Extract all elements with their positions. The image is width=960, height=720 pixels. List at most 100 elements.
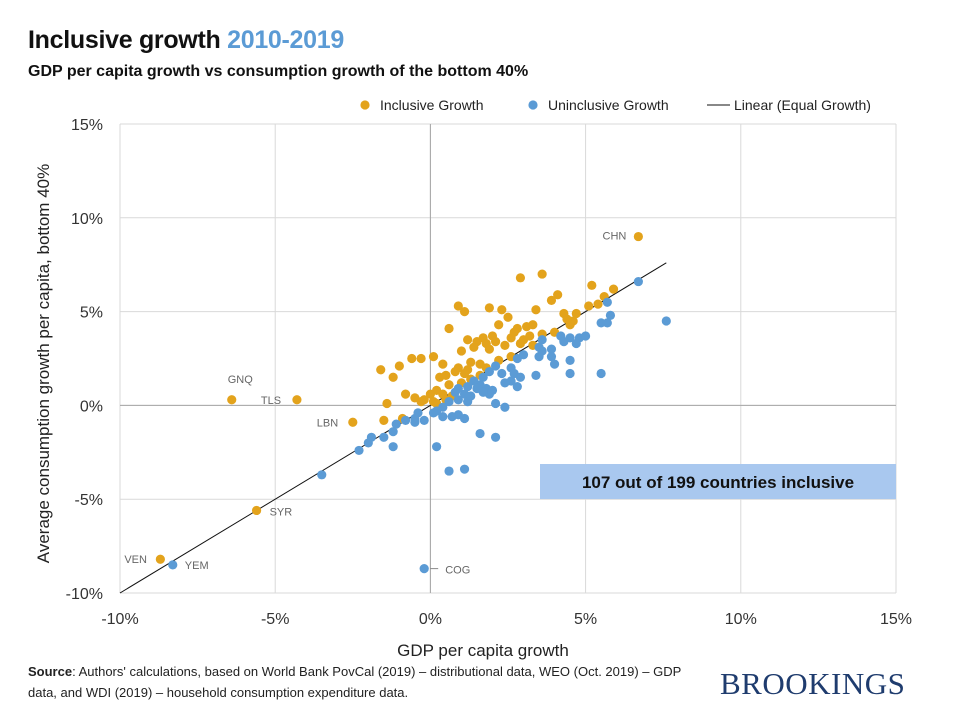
source-label: Source	[28, 664, 73, 679]
uninclusive-point	[444, 397, 454, 407]
inclusive-point	[376, 365, 386, 375]
brookings-logo: BROOKINGS	[720, 666, 906, 701]
uninclusive-point	[363, 438, 373, 448]
uninclusive-point	[546, 352, 557, 362]
inclusive-point	[463, 365, 473, 375]
uninclusive-point	[463, 382, 473, 392]
uninclusive-point	[596, 368, 606, 379]
country-label-lbn: LBN	[317, 417, 338, 429]
country-label-syr: SYR	[270, 506, 293, 518]
inclusive-point	[503, 312, 513, 322]
legend-inclusive-label: Inclusive Growth	[380, 97, 483, 113]
inclusive-point	[428, 352, 439, 362]
uninclusive-point	[559, 337, 569, 347]
source-note: Source: Authors' calculations, based on …	[28, 661, 708, 703]
inclusive-point	[227, 395, 237, 405]
uninclusive-point	[581, 331, 591, 341]
uninclusive-point	[469, 376, 479, 386]
uninclusive-point	[400, 415, 411, 426]
inclusive-point	[155, 554, 165, 564]
inclusive-point	[400, 389, 411, 399]
callout-box	[540, 464, 896, 499]
uninclusive-point	[500, 378, 510, 388]
inclusive-point	[453, 301, 463, 311]
x-tick-label: -10%	[101, 611, 138, 628]
uninclusive-point	[459, 464, 470, 474]
country-label-gnq: GNQ	[228, 374, 254, 386]
inclusive-point	[500, 340, 510, 350]
legend-uninclusive-marker	[528, 100, 538, 110]
source-text: : Authors' calculations, based on World …	[28, 664, 682, 700]
inclusive-point	[584, 301, 594, 311]
uninclusive-point	[571, 338, 581, 349]
y-tick-label: 0%	[80, 398, 103, 415]
uninclusive-point	[512, 382, 522, 392]
uninclusive-point	[537, 346, 547, 356]
inclusive-point	[565, 320, 575, 330]
uninclusive-point	[450, 387, 460, 397]
legend-line-label: Linear (Equal Growth)	[734, 97, 871, 113]
y-tick-label: 5%	[80, 305, 103, 322]
x-tick-label: -5%	[261, 611, 289, 628]
inclusive-point	[528, 320, 538, 330]
inclusive-point	[587, 280, 597, 290]
inclusive-point	[469, 342, 479, 352]
inclusive-point	[459, 307, 470, 317]
uninclusive-point	[453, 395, 463, 405]
x-tick-label: 5%	[574, 611, 597, 628]
uninclusive-point	[410, 417, 420, 427]
uninclusive-point	[447, 412, 457, 422]
country-label-cog: COG	[445, 565, 470, 577]
uninclusive-point	[466, 391, 476, 401]
inclusive-point	[444, 380, 454, 390]
chart-title-main: Inclusive growth	[28, 26, 228, 54]
inclusive-point	[292, 395, 302, 405]
uninclusive-point	[633, 276, 643, 287]
inclusive-point	[531, 305, 541, 315]
inclusive-point	[348, 417, 358, 427]
chart-title: Inclusive growth 2010-2019	[28, 26, 344, 55]
chart-subtitle: GDP per capita growth vs consumption gro…	[28, 63, 529, 80]
inclusive-point	[456, 346, 467, 356]
legend-inclusive-marker	[360, 100, 370, 110]
country-label-chn: CHN	[603, 231, 627, 243]
inclusive-point	[553, 290, 563, 300]
y-tick-label: -10%	[66, 586, 103, 603]
uninclusive-point	[500, 402, 510, 412]
uninclusive-point	[432, 442, 442, 452]
uninclusive-point	[419, 564, 429, 574]
inclusive-point	[382, 398, 392, 409]
country-label-tls: TLS	[261, 395, 281, 407]
x-tick-label: 0%	[419, 611, 442, 628]
uninclusive-point	[512, 353, 522, 364]
inclusive-point	[497, 305, 507, 315]
inclusive-point	[515, 338, 526, 349]
y-axis-title: Average consumption growth per capita, b…	[34, 164, 53, 563]
uninclusive-point	[444, 466, 454, 476]
uninclusive-point	[661, 316, 671, 326]
inclusive-point	[444, 323, 454, 334]
uninclusive-point	[388, 427, 398, 437]
uninclusive-point	[497, 368, 507, 379]
uninclusive-point	[428, 408, 439, 418]
uninclusive-point	[391, 419, 401, 429]
inclusive-point	[633, 231, 643, 242]
x-tick-label: 10%	[725, 611, 757, 628]
callout-text: 107 out of 199 countries inclusive	[582, 473, 854, 492]
uninclusive-point	[459, 413, 470, 424]
uninclusive-point	[472, 383, 482, 394]
uninclusive-point	[388, 442, 398, 452]
uninclusive-point	[605, 310, 616, 320]
uninclusive-point	[484, 367, 494, 377]
inclusive-point	[571, 308, 581, 319]
inclusive-point	[388, 372, 398, 382]
inclusive-point	[494, 320, 504, 330]
inclusive-point	[394, 361, 404, 371]
x-axis-title: GDP per capita growth	[397, 641, 569, 660]
uninclusive-point	[478, 372, 488, 382]
inclusive-point	[509, 327, 519, 337]
uninclusive-point	[354, 445, 364, 456]
uninclusive-point	[546, 344, 557, 354]
uninclusive-point	[565, 368, 575, 379]
uninclusive-point	[438, 412, 448, 422]
